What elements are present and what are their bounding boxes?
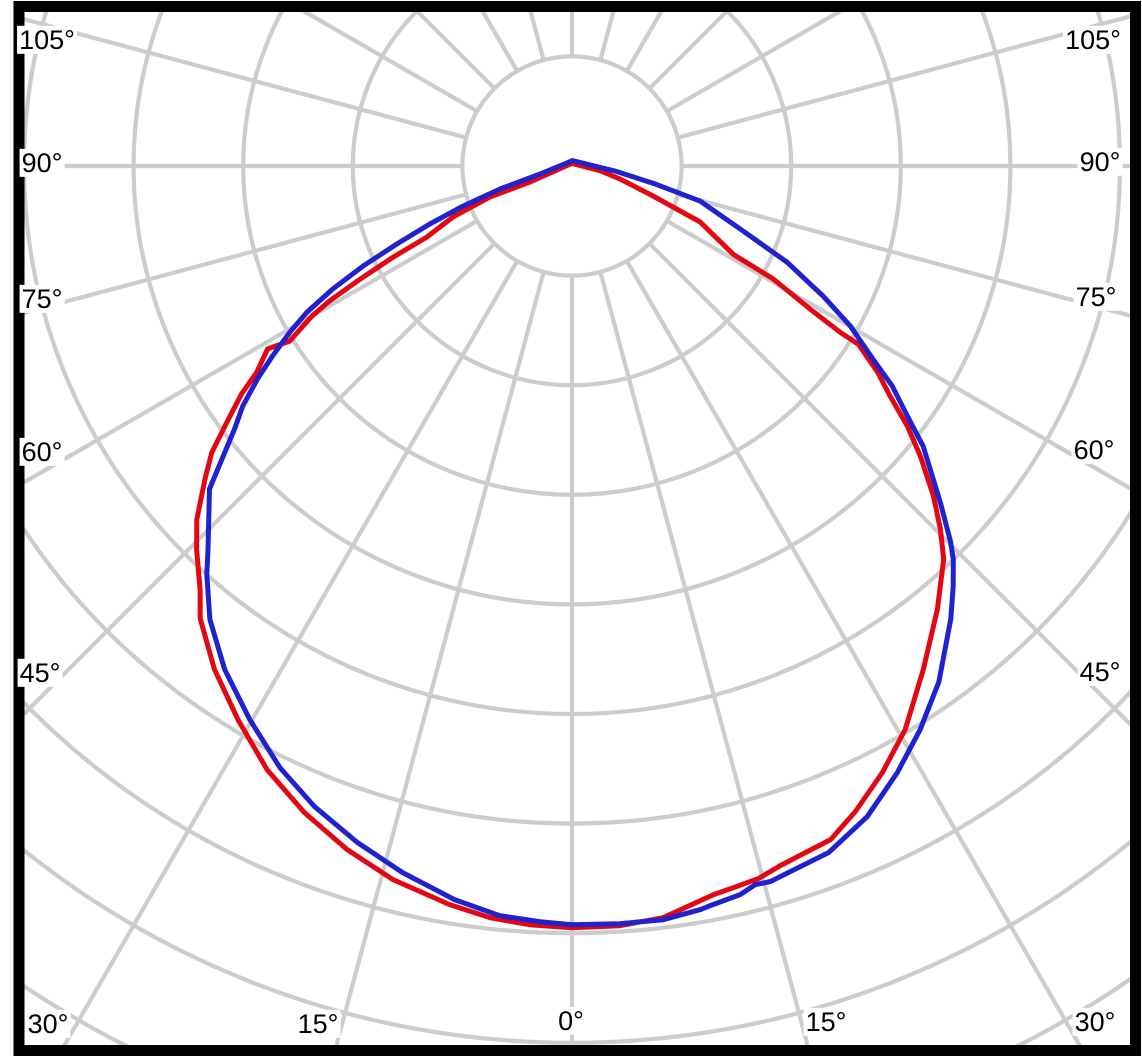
angle-label: 75° [1073,281,1119,312]
angle-label: 60° [1071,434,1117,465]
angle-label: 60° [19,436,65,467]
grid-radial-line [62,259,520,1045]
grid-radial-line [665,218,1130,491]
angle-label: 90° [19,147,65,178]
angle-label: 30° [1072,1006,1118,1037]
grid-radial-line [665,12,843,114]
grid-radial-line [24,192,467,315]
grid-radial-line [24,242,496,717]
blue-series-curve [204,158,956,928]
angle-label: 75° [19,283,65,314]
red-series-curve [194,161,947,931]
angle-label: 105° [1063,24,1123,55]
grid-radial-line [677,14,1130,140]
grid-radial-line [24,17,467,140]
grid-radial-line [334,271,546,1045]
angle-label: 15° [295,1008,341,1039]
angle-label: 15° [803,1006,849,1037]
angle-label: 45° [1077,656,1123,687]
angle-label: 45° [17,657,63,688]
angle-label: 105° [17,24,77,55]
grid-radial-line [677,192,1130,318]
grid-radial-line [598,271,810,1045]
angle-label: 0° [556,1005,586,1036]
angle-label: 90° [1077,146,1123,177]
chart-border [13,1,1141,1056]
grid-radial-line [301,12,479,114]
grid-radial-line [624,259,1082,1045]
grid-radial-line [648,242,1130,727]
angle-label: 30° [25,1008,71,1039]
